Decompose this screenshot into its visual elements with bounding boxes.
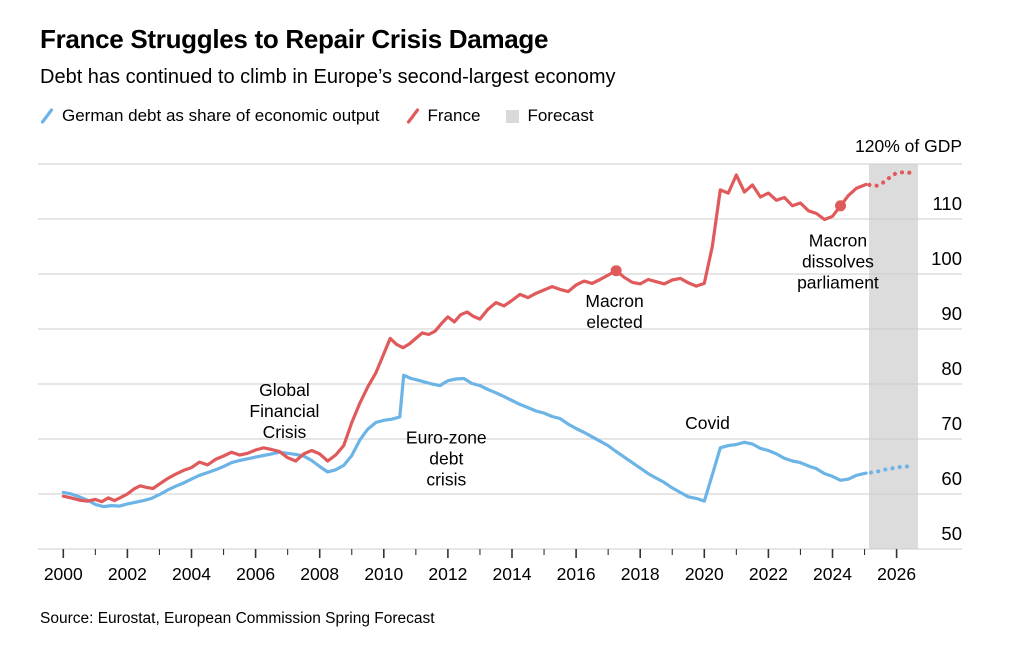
x-axis-label-2020: 2020 — [685, 564, 724, 584]
x-axis-label-2018: 2018 — [621, 564, 660, 584]
x-axis-label-2016: 2016 — [557, 564, 596, 584]
france-line — [61, 173, 868, 504]
y-axis-label-90: 90 — [941, 303, 962, 324]
legend-item-forecast: Forecast — [506, 106, 594, 126]
x-axis-label-2000: 2000 — [44, 564, 83, 584]
annotation-euro-zone: Euro-zone debt crisis — [406, 427, 487, 489]
annotation-macron: Macron elected — [585, 291, 643, 332]
page-subtitle: Debt has continued to climb in Europe’s … — [40, 66, 616, 88]
y-axis-unit-label: 120% of GDP — [855, 136, 962, 156]
forecast-band — [869, 164, 918, 549]
france-event-marker-1 — [835, 200, 847, 212]
germany-line — [61, 373, 868, 509]
france-forecast-dotted-line — [867, 170, 917, 189]
forecast-swatch-icon — [506, 109, 520, 123]
y-axis-label-50: 50 — [941, 523, 962, 544]
y-axis-label-80: 80 — [941, 358, 962, 379]
legend-label-france: France — [427, 106, 481, 125]
legend-item-germany: German debt as share of economic output — [40, 106, 380, 126]
x-axis-label-2026: 2026 — [877, 564, 916, 584]
germany-line-swatch-icon — [40, 108, 54, 124]
legend-label-forecast: Forecast — [527, 106, 594, 125]
y-axis-label-110: 110 — [933, 193, 963, 214]
france-event-marker-0 — [610, 265, 622, 277]
x-axis-label-2024: 2024 — [813, 564, 852, 584]
y-axis-label-60: 60 — [941, 468, 962, 489]
x-axis-label-2012: 2012 — [428, 564, 467, 584]
france-line-swatch-icon — [406, 108, 419, 124]
legend-label-germany: German debt as share of economic output — [62, 106, 380, 125]
x-axis-label-2004: 2004 — [172, 564, 211, 584]
y-axis-label-70: 70 — [941, 413, 962, 434]
x-axis-label-2008: 2008 — [300, 564, 339, 584]
x-axis-label-2006: 2006 — [236, 564, 275, 584]
x-axis-label-2002: 2002 — [108, 564, 147, 584]
source-note: Source: Eurostat, European Commission Sp… — [40, 610, 435, 627]
y-axis-label-100: 100 — [931, 248, 962, 269]
x-axis-label-2010: 2010 — [364, 564, 403, 584]
germany-forecast-dotted-line — [869, 464, 917, 475]
annotation-global: Global Financial Crisis — [249, 380, 319, 442]
annotation-covid: Covid — [685, 413, 730, 433]
legend-item-france: France — [406, 106, 481, 126]
legend: German debt as share of economic output … — [40, 106, 594, 126]
x-axis-label-2022: 2022 — [749, 564, 788, 584]
page-title: France Struggles to Repair Crisis Damage — [40, 24, 549, 54]
x-axis-label-2014: 2014 — [493, 564, 532, 584]
annotation-macron: Macron dissolves parliament — [797, 230, 879, 292]
